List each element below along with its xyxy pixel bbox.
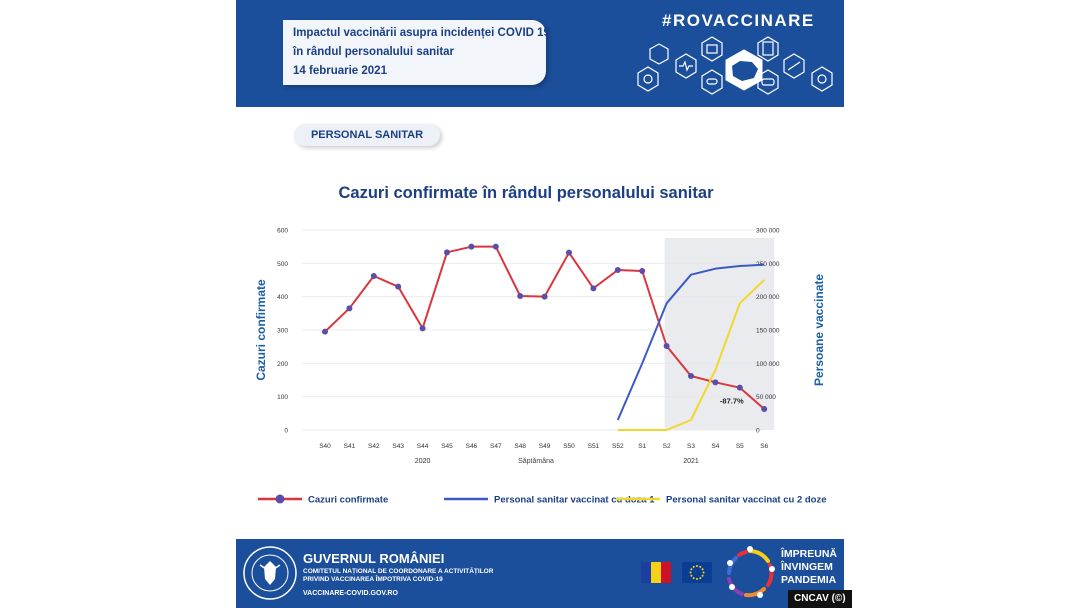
- website-link[interactable]: VACCINARE-COVID.GOV.RO: [303, 590, 398, 597]
- year-label: 2021: [683, 458, 699, 465]
- header-banner: Impactul vaccinării asupra incidenței CO…: [236, 0, 844, 107]
- right-axis-title: Persoane vaccinate: [812, 274, 826, 386]
- committee-line-1: COMITETUL NAȚIONAL DE COORDONARE A ACTIV…: [303, 568, 494, 575]
- mask-icon: [757, 69, 779, 95]
- x-tick-label: S40: [319, 443, 331, 450]
- title-box: Impactul vaccinării asupra incidenței CO…: [283, 20, 550, 85]
- data-point: [444, 249, 450, 256]
- data-point: [566, 249, 572, 256]
- x-tick-label: S4: [711, 443, 719, 450]
- virus-icon: [811, 66, 833, 92]
- x-tick-label: S2: [663, 443, 671, 450]
- x-tick-label: S49: [539, 443, 551, 450]
- legend-marker: [275, 494, 285, 504]
- dna-icon: [649, 43, 669, 65]
- hexagon-icon-cluster: [637, 36, 833, 95]
- x-tick-label: S1: [638, 443, 646, 450]
- x-tick-label: S43: [392, 443, 404, 450]
- infographic-panel: Impactul vaccinării asupra incidenței CO…: [236, 0, 844, 608]
- series-line-3: [617, 279, 765, 431]
- pill-icon: [701, 69, 723, 95]
- reduction-annotation: -87.7%: [720, 397, 744, 406]
- data-point: [688, 373, 694, 379]
- y-right-tick-label: 250 000: [756, 261, 780, 268]
- heartbeat-icon: [675, 53, 697, 79]
- x-tick-label: S6: [760, 443, 768, 450]
- y-left-tick-label: 100: [277, 394, 288, 401]
- data-point: [614, 267, 621, 273]
- x-tick-label: S50: [563, 443, 575, 450]
- section-label: PERSONAL SANITAR: [294, 124, 440, 146]
- romania-flag-icon: [641, 562, 671, 583]
- data-point: [346, 305, 353, 312]
- campaign-logo-icon: [727, 546, 775, 598]
- y-right-tick-label: 200 000: [756, 294, 780, 301]
- y-right-tick-label: 0: [756, 428, 760, 435]
- data-point: [419, 325, 426, 332]
- y-left-tick-label: 600: [277, 228, 288, 235]
- data-point: [761, 406, 768, 412]
- left-axis-title: Cazuri confirmate: [254, 279, 268, 381]
- vaccination-period-shading: [664, 238, 775, 430]
- y-left-tick-label: 400: [277, 294, 288, 301]
- x-tick-label: S41: [344, 443, 356, 450]
- y-left-tick-label: 0: [284, 428, 288, 435]
- x-tick-label: S51: [588, 443, 600, 450]
- legend-label: Personal sanitar vaccinat cu 2 doze: [666, 495, 827, 506]
- data-point: [736, 384, 743, 391]
- x-tick-label: S5: [736, 443, 744, 450]
- year-label: 2020: [415, 458, 431, 465]
- data-point: [395, 283, 402, 290]
- y-right-tick-label: 100 000: [756, 361, 780, 368]
- data-point: [639, 268, 646, 274]
- x-tick-label: S42: [368, 443, 380, 450]
- stethoscope-icon: [637, 66, 659, 92]
- y-right-tick-label: 150 000: [756, 328, 780, 335]
- data-point: [712, 379, 719, 386]
- government-seal-icon: [243, 546, 297, 600]
- data-point: [468, 243, 475, 250]
- hashtag: #ROVACCINARE: [662, 11, 815, 30]
- eu-flag-icon: [682, 562, 712, 583]
- x-tick-label: S3: [687, 443, 695, 450]
- data-point: [492, 243, 499, 250]
- x-axis-title: Săptămâna: [518, 458, 554, 465]
- syringe-icon: [783, 53, 805, 79]
- x-tick-label: S46: [466, 443, 478, 450]
- legend-label: Cazuri confirmate: [308, 495, 388, 506]
- data-point: [322, 328, 328, 335]
- committee-line-2: PRIVIND VACCINAREA ÎMPOTRIVA COVID-19: [303, 576, 443, 583]
- data-point: [663, 343, 670, 349]
- title-date: 14 februarie 2021: [293, 65, 387, 77]
- x-tick-label: S45: [441, 443, 453, 450]
- data-point: [370, 273, 377, 279]
- chart: Cazuri confirmate în rândul personalului…: [254, 184, 827, 506]
- legend-label: Personal sanitar vaccinat cu doza 1: [494, 495, 655, 506]
- y-right-tick-label: 300 000: [756, 228, 780, 235]
- x-tick-label: S48: [514, 443, 526, 450]
- data-point: [541, 293, 548, 300]
- x-tick-label: S47: [490, 443, 502, 450]
- footer-banner: GUVERNUL ROMÂNIEI COMITETUL NAȚIONAL DE …: [236, 539, 844, 608]
- image-credit: CNCAV (©): [788, 590, 852, 608]
- briefcase-icon: [701, 36, 723, 62]
- title-line-1: Impactul vaccinării asupra incidenței CO…: [293, 27, 550, 39]
- slogan-line-2: ÎNVINGEM: [781, 561, 833, 573]
- data-point: [590, 285, 597, 292]
- y-left-tick-label: 200: [277, 361, 288, 368]
- chart-title: Cazuri confirmate în rândul personalului…: [339, 184, 715, 202]
- data-point: [517, 293, 524, 299]
- title-line-2: în rândul personalului sanitar: [293, 46, 455, 58]
- x-tick-label: S52: [612, 443, 624, 450]
- y-left-tick-label: 500: [277, 261, 288, 268]
- series-line-2: [616, 263, 765, 421]
- y-right-tick-label: 50 000: [756, 394, 776, 401]
- government-name: GUVERNUL ROMÂNIEI: [303, 551, 445, 566]
- slogan-line-3: PANDEMIA: [781, 574, 837, 586]
- clipboard-icon: [757, 36, 779, 62]
- slogan-line-1: ÎMPREUNĂ: [781, 548, 838, 560]
- y-left-tick-label: 300: [277, 328, 288, 335]
- x-tick-label: S44: [417, 443, 429, 450]
